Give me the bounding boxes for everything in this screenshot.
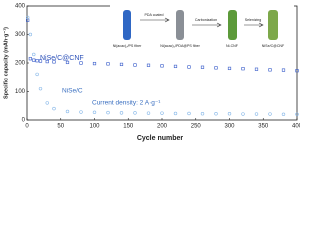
marker bbox=[65, 60, 70, 65]
chart: Cycle number Specific capacity (mAh·g⁻¹)… bbox=[2, 2, 300, 142]
marker bbox=[32, 52, 36, 57]
step-label: Selenizing bbox=[245, 18, 262, 22]
x-axis-label: Cycle number bbox=[137, 135, 184, 142]
x-tick-label: 50 bbox=[57, 124, 64, 130]
y-tick-label: 300 bbox=[15, 32, 26, 38]
y-axis-label: Specific capacity (mAh·g⁻¹) bbox=[2, 27, 9, 99]
marker bbox=[45, 59, 49, 64]
marker bbox=[146, 111, 151, 115]
x-tick-label: 0 bbox=[25, 124, 29, 130]
marker bbox=[38, 59, 43, 63]
fiber-label: Ni-CNF bbox=[226, 44, 239, 48]
marker bbox=[92, 110, 97, 115]
marker bbox=[65, 109, 70, 114]
marker bbox=[227, 66, 232, 71]
marker bbox=[268, 112, 272, 116]
marker bbox=[79, 61, 83, 65]
y-tick-label: 100 bbox=[15, 89, 26, 95]
series-label: NiSe/C@CNF bbox=[40, 55, 84, 62]
marker bbox=[52, 60, 56, 64]
x-tick-label: 400 bbox=[292, 124, 300, 130]
inset: PDA coated Carbonization Selenizing Ni(a… bbox=[110, 2, 294, 52]
fiber-label: Ni(acac)₂/PS fiber bbox=[113, 44, 142, 48]
marker bbox=[268, 68, 272, 72]
marker bbox=[38, 86, 43, 91]
marker bbox=[106, 62, 110, 66]
marker bbox=[28, 57, 32, 61]
marker bbox=[187, 111, 191, 116]
marker bbox=[187, 65, 191, 69]
arrows bbox=[140, 17, 264, 28]
marker bbox=[133, 63, 137, 67]
y-tick-label: 200 bbox=[15, 61, 26, 67]
marker bbox=[45, 101, 49, 105]
marker bbox=[295, 69, 299, 73]
marker bbox=[160, 111, 164, 115]
marker bbox=[241, 112, 245, 116]
marker bbox=[106, 110, 110, 115]
marker bbox=[32, 58, 36, 62]
marker bbox=[173, 64, 178, 69]
marker bbox=[79, 110, 83, 114]
marker bbox=[133, 111, 137, 115]
fiber bbox=[268, 10, 278, 40]
x-tick-label: 100 bbox=[89, 124, 100, 130]
marker bbox=[119, 111, 124, 115]
step-label: Carbonization bbox=[195, 18, 217, 22]
x-tick-label: 250 bbox=[191, 124, 202, 130]
series-label: NiSe/C bbox=[62, 88, 83, 95]
marker bbox=[200, 65, 205, 69]
marker bbox=[281, 112, 286, 117]
marker bbox=[254, 67, 259, 71]
marker bbox=[119, 62, 124, 67]
marker bbox=[92, 61, 97, 66]
marker bbox=[281, 68, 286, 72]
x-tick-label: 200 bbox=[157, 124, 168, 130]
x-tick-label: 150 bbox=[123, 124, 134, 130]
marker bbox=[227, 112, 232, 116]
marker bbox=[52, 106, 56, 111]
marker bbox=[173, 111, 178, 116]
marker bbox=[35, 72, 39, 77]
fiber bbox=[228, 10, 237, 40]
marker bbox=[25, 15, 30, 20]
marker bbox=[28, 32, 33, 37]
fiber-label: NiSe/C@CNF bbox=[262, 44, 285, 48]
fiber-label: Ni(acac)₂/PDA@PS fiber bbox=[160, 44, 200, 48]
marker bbox=[200, 112, 205, 116]
fiber bbox=[123, 10, 131, 40]
annotation: Current density: 2 A·g⁻¹ bbox=[92, 100, 161, 107]
marker bbox=[35, 59, 39, 63]
marker bbox=[295, 112, 299, 117]
y-tick-label: 400 bbox=[15, 4, 26, 10]
step-label: PDA coated bbox=[145, 13, 164, 17]
fiber bbox=[176, 10, 184, 40]
inset-bg bbox=[110, 2, 294, 52]
marker bbox=[214, 66, 218, 70]
x-tick-label: 300 bbox=[224, 124, 235, 130]
y-tick-label: 0 bbox=[22, 118, 26, 124]
marker bbox=[146, 63, 151, 67]
marker bbox=[160, 64, 164, 68]
marker bbox=[241, 67, 245, 71]
x-tick-label: 350 bbox=[258, 124, 269, 130]
marker bbox=[254, 112, 259, 116]
marker bbox=[214, 112, 218, 116]
